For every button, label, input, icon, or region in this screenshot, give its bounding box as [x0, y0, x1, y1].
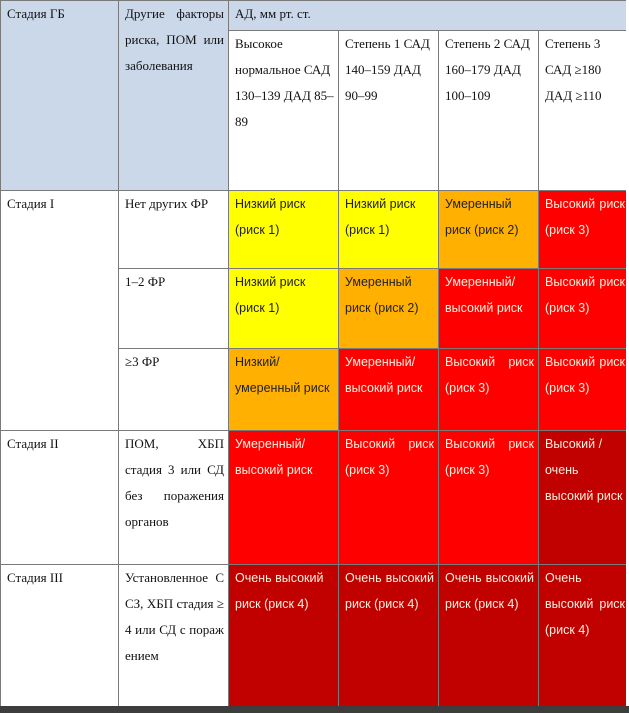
- risk-cell: Высокий риск (риск 3): [537, 268, 629, 349]
- header-stage: Стадия ГБ: [0, 0, 119, 191]
- factors-cell: Нет других ФР: [118, 190, 229, 269]
- risk-cell: Очень высокий риск (риск 4): [438, 564, 539, 707]
- risk-cell: Высокий / очень высокий риск: [537, 430, 629, 565]
- risk-cell: Высокий риск (риск 3): [438, 348, 539, 431]
- table-row: Стадия II ПОМ, ХБП стадия 3 или СД без п…: [0, 430, 629, 565]
- factors-cell: ПОМ, ХБП стадия 3 или СД без поражения о…: [118, 430, 229, 565]
- risk-cell: Умеренный/ высокий риск: [338, 348, 439, 431]
- risk-cell: Умеренный/ высокий риск: [438, 268, 539, 349]
- header-bp-row: Высокое нормальное САД 130–139 ДАД 85–89…: [1, 30, 629, 191]
- risk-cell: Высокий риск (риск 3): [537, 348, 629, 431]
- bottom-edge-bar: [0, 706, 629, 713]
- header-bp-title: АД, мм рт. ст.: [227, 0, 629, 31]
- factors-cell: 1–2 ФР: [118, 268, 229, 349]
- risk-cell: Высокий риск (риск 3): [438, 430, 539, 565]
- factors-cell: ≥3 ФР: [118, 348, 229, 431]
- risk-cell: Низкий риск (риск 1): [338, 190, 439, 269]
- risk-cell: Низкий риск (риск 1): [228, 268, 339, 349]
- header-bp-grade-2: Степень 2 САД 160–179 ДАД 100–109: [438, 30, 539, 191]
- risk-cell: Низкий/ умеренный риск: [228, 348, 339, 431]
- header-bp-grade-3: Степень 3 САД ≥180 ДАД ≥110: [537, 30, 629, 191]
- table-row: Стадия I Нет других ФР Низкий риск (риск…: [0, 190, 629, 431]
- table-row: ≥3 ФР Низкий/ умеренный риск Умеренный/ …: [1, 348, 629, 431]
- header-bp-high-normal: Высокое нормальное САД 130–139 ДАД 85–89: [228, 30, 339, 191]
- risk-cell: Очень высокий риск (риск 4): [537, 564, 629, 707]
- risk-cell: Умеренный/ высокий риск: [228, 430, 339, 565]
- risk-cell: Умеренный риск (риск 2): [338, 268, 439, 349]
- stage-cell: Стадия III: [0, 564, 119, 707]
- table-row: Стадия III Установленное ССЗ, ХБП стадия…: [0, 564, 629, 707]
- risk-cell: Умеренный риск (риск 2): [438, 190, 539, 269]
- stage-cell: Стадия I: [0, 190, 119, 431]
- stage-cell: Стадия II: [0, 430, 119, 565]
- factors-cell: Установленное ССЗ, ХБП стадия ≥4 или СД …: [118, 564, 229, 707]
- risk-cell: Очень высокий риск (риск 4): [338, 564, 439, 707]
- header-factors: Другие факторы риска, ПОМ или заболевани…: [118, 0, 229, 191]
- right-edge: [626, 0, 629, 706]
- risk-cell: Высокий риск (риск 3): [338, 430, 439, 565]
- risk-cell: Низкий риск (риск 1): [228, 190, 339, 269]
- risk-cell: Высокий риск (риск 3): [537, 190, 629, 269]
- header-row: Стадия ГБ Другие факторы риска, ПОМ или …: [0, 0, 629, 191]
- risk-cell: Очень высокий риск (риск 4): [228, 564, 339, 707]
- header-bp-grade-1: Степень 1 САД 140–159 ДАД 90–99: [338, 30, 439, 191]
